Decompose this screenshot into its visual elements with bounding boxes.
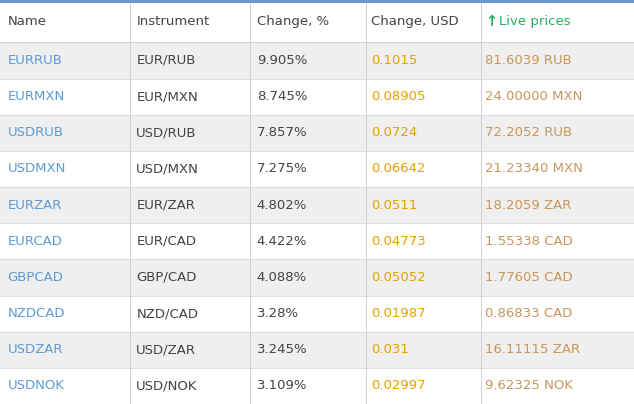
Bar <box>0 78 634 115</box>
Text: 0.06642: 0.06642 <box>371 162 425 175</box>
Text: ↑: ↑ <box>485 14 497 29</box>
Text: 0.0511: 0.0511 <box>371 199 417 212</box>
Text: Instrument: Instrument <box>136 15 210 28</box>
Text: Change, USD: Change, USD <box>371 15 458 28</box>
Text: NZD/CAD: NZD/CAD <box>136 307 198 320</box>
Bar <box>0 332 634 368</box>
Text: EURRUB: EURRUB <box>8 54 63 67</box>
Text: 4.088%: 4.088% <box>257 271 307 284</box>
Text: 3.245%: 3.245% <box>257 343 307 356</box>
Text: 9.905%: 9.905% <box>257 54 307 67</box>
Text: USDNOK: USDNOK <box>8 379 65 392</box>
Text: 8.745%: 8.745% <box>257 90 307 103</box>
Text: USDMXN: USDMXN <box>8 162 66 175</box>
Bar <box>0 223 634 259</box>
Text: 3.109%: 3.109% <box>257 379 307 392</box>
Text: USD/MXN: USD/MXN <box>136 162 199 175</box>
Text: 0.01987: 0.01987 <box>371 307 425 320</box>
Text: USD/RUB: USD/RUB <box>136 126 197 139</box>
Text: 72.2052 RUB: 72.2052 RUB <box>485 126 572 139</box>
Text: 16.11115 ZAR: 16.11115 ZAR <box>485 343 580 356</box>
Text: Change, %: Change, % <box>257 15 329 28</box>
Text: EURMXN: EURMXN <box>8 90 65 103</box>
Text: 3.28%: 3.28% <box>257 307 299 320</box>
Text: EUR/ZAR: EUR/ZAR <box>136 199 195 212</box>
Text: 9.62325 NOK: 9.62325 NOK <box>485 379 573 392</box>
Bar <box>0 187 634 223</box>
Bar <box>0 259 634 295</box>
Text: EURCAD: EURCAD <box>8 235 63 248</box>
Text: Name: Name <box>8 15 47 28</box>
Text: USD/NOK: USD/NOK <box>136 379 198 392</box>
Text: USD/ZAR: USD/ZAR <box>136 343 197 356</box>
Bar <box>0 115 634 151</box>
Bar <box>0 151 634 187</box>
Text: EURZAR: EURZAR <box>8 199 62 212</box>
Text: 18.2059 ZAR: 18.2059 ZAR <box>485 199 571 212</box>
Text: Live prices: Live prices <box>499 15 571 28</box>
Bar <box>0 368 634 404</box>
Text: 1.55338 CAD: 1.55338 CAD <box>485 235 573 248</box>
Text: 81.6039 RUB: 81.6039 RUB <box>485 54 572 67</box>
Text: GBPCAD: GBPCAD <box>8 271 63 284</box>
Text: 4.802%: 4.802% <box>257 199 307 212</box>
Text: EUR/MXN: EUR/MXN <box>136 90 198 103</box>
Text: EUR/CAD: EUR/CAD <box>136 235 197 248</box>
Bar <box>0 3 634 42</box>
Text: 21.23340 MXN: 21.23340 MXN <box>485 162 583 175</box>
Text: 24.00000 MXN: 24.00000 MXN <box>485 90 583 103</box>
Text: 0.86833 CAD: 0.86833 CAD <box>485 307 573 320</box>
Text: 7.857%: 7.857% <box>257 126 307 139</box>
Text: GBP/CAD: GBP/CAD <box>136 271 197 284</box>
Text: 0.08905: 0.08905 <box>371 90 425 103</box>
Text: 0.04773: 0.04773 <box>371 235 425 248</box>
Text: 0.02997: 0.02997 <box>371 379 425 392</box>
Text: USDRUB: USDRUB <box>8 126 63 139</box>
Text: 4.422%: 4.422% <box>257 235 307 248</box>
Bar <box>0 0 634 3</box>
Text: 1.77605 CAD: 1.77605 CAD <box>485 271 573 284</box>
Text: EUR/RUB: EUR/RUB <box>136 54 196 67</box>
Text: 0.1015: 0.1015 <box>371 54 417 67</box>
Text: USDZAR: USDZAR <box>8 343 63 356</box>
Text: 0.05052: 0.05052 <box>371 271 425 284</box>
Bar <box>0 42 634 78</box>
Bar <box>0 295 634 332</box>
Text: 7.275%: 7.275% <box>257 162 307 175</box>
Text: 0.031: 0.031 <box>371 343 409 356</box>
Text: 0.0724: 0.0724 <box>371 126 417 139</box>
Text: NZDCAD: NZDCAD <box>8 307 65 320</box>
